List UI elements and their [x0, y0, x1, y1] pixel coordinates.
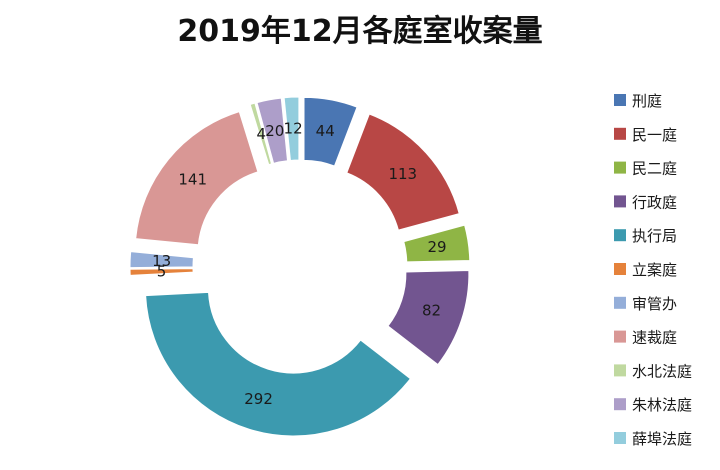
legend-swatch-5 [614, 229, 626, 242]
slice-label-2: 113 [388, 165, 417, 183]
legend-label-5: 执行局 [632, 227, 677, 245]
legend-swatch-7 [614, 296, 626, 309]
legend-label-2: 民一庭 [632, 126, 677, 144]
legend-swatch-1 [614, 94, 626, 106]
legend-swatch-8 [614, 330, 626, 343]
slice-4 [387, 269, 470, 366]
slice-9 [249, 102, 273, 166]
legend-swatch-2 [614, 127, 626, 140]
slice-3 [403, 224, 471, 263]
legend-swatch-10 [614, 398, 626, 411]
slice-11 [283, 96, 300, 161]
slice-label-4: 82 [422, 301, 441, 319]
legend-swatch-4 [614, 195, 626, 208]
slice-label-1: 44 [316, 122, 335, 140]
chart-title: 2019年12月各庭室收案量 [177, 14, 543, 49]
slice-6 [129, 268, 194, 276]
slice-5 [145, 291, 412, 437]
slice-7 [129, 251, 194, 269]
slice-label-8: 141 [178, 170, 207, 188]
legend-swatch-9 [614, 364, 626, 377]
slice-label-7: 13 [152, 252, 171, 270]
legend-swatch-6 [614, 263, 626, 275]
donut-slices [129, 96, 471, 437]
legend-label-3: 民二庭 [632, 160, 677, 178]
slice-8 [135, 111, 259, 246]
slice-2 [346, 113, 460, 231]
legend-label-4: 行政庭 [632, 193, 677, 211]
slice-label-3: 29 [428, 238, 447, 256]
legend-label-10: 朱林法庭 [632, 396, 692, 414]
slice-10 [256, 97, 289, 164]
slice-label-11: 12 [284, 120, 303, 138]
legend-label-9: 水北法庭 [632, 362, 692, 380]
legend-label-1: 刑庭 [632, 92, 662, 110]
legend-label-7: 审管办 [632, 295, 677, 313]
donut-data-labels: 44 113 29 82 292 513 141 4 20 12 [152, 120, 447, 408]
slice-label-10: 20 [265, 122, 284, 140]
legend-label-6: 立案庭 [632, 261, 677, 279]
slice-label-9: 4 [257, 125, 267, 143]
slice-label-6: 5 [157, 262, 167, 280]
slice-label-5: 292 [244, 390, 273, 408]
legend-label-11: 薛埠法庭 [632, 430, 692, 448]
legend-label-8: 速裁庭 [632, 329, 677, 347]
slice-1 [303, 96, 358, 167]
legend-swatch-11 [614, 432, 626, 444]
legend-swatch-3 [614, 161, 626, 174]
